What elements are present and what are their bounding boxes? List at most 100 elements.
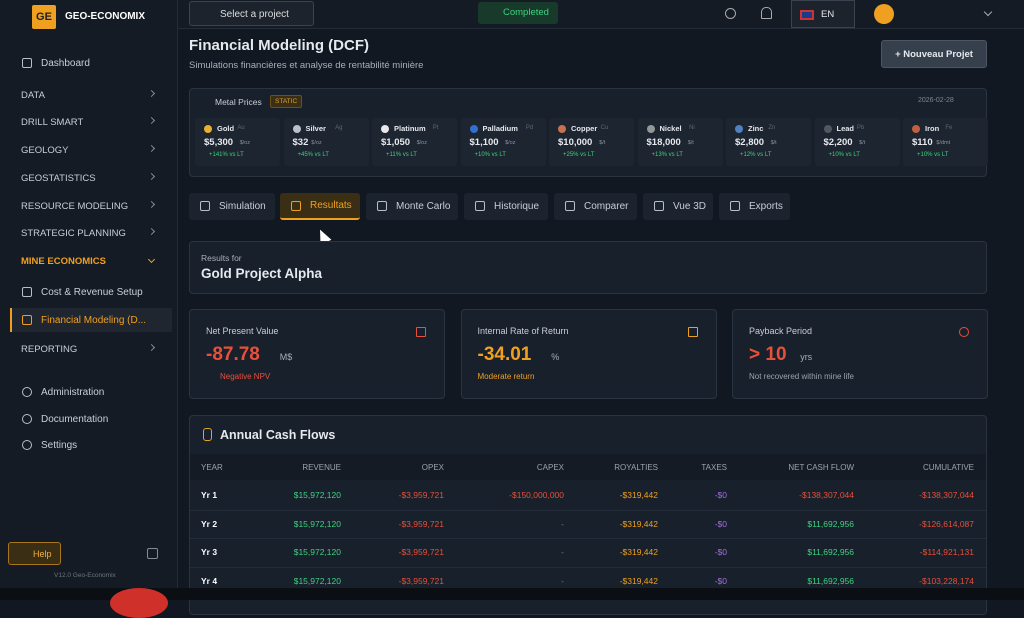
cell: -$3,959,721	[398, 547, 444, 558]
collapse[interactable]	[147, 548, 158, 559]
metal-icon	[292, 125, 301, 133]
cell: -$0	[714, 547, 727, 558]
language-select[interactable]: EN	[791, 0, 855, 28]
tab[interactable]: Vue 3D	[643, 193, 713, 220]
notifications[interactable]	[761, 7, 772, 19]
nav-item[interactable]: DRILL SMART	[12, 110, 162, 134]
tab[interactable]: Monte Carlo	[366, 193, 458, 220]
metal-name: Zinc	[748, 124, 764, 133]
badge: STATIC	[270, 95, 303, 108]
kpi-card: Net Present Value -87.78 M$ Negative NPV	[189, 309, 445, 399]
icon	[22, 387, 32, 397]
cell: -	[561, 547, 564, 558]
nav-item[interactable]: GEOLOGY	[12, 138, 162, 162]
metal-unit: $/oz	[505, 140, 516, 146]
metal-card: Zinc Zn $2,800 $/t +12% vs LT	[726, 118, 811, 166]
column-header: ROYALTIES	[614, 463, 658, 472]
nav-item[interactable]: STRATEGIC PLANNING	[12, 221, 162, 245]
metal-unit: $/t	[770, 140, 777, 146]
nav-item[interactable]: Settings	[12, 433, 162, 457]
taskbar-edge	[0, 588, 1024, 600]
cell: Yr 3	[201, 547, 218, 558]
metal-change: +25% vs LT	[563, 152, 595, 158]
cell: -$3,959,721	[398, 576, 444, 587]
kpi-unit: %	[551, 352, 560, 362]
column-header: REVENUE	[302, 463, 341, 472]
metal-card: Gold Au $5,300 $/oz +141% vs LT	[195, 118, 280, 166]
metal-symbol: Pd	[525, 125, 534, 131]
cell: Yr 1	[201, 490, 218, 500]
icon	[22, 315, 32, 325]
kpi-icon	[416, 327, 426, 337]
nav-item[interactable]: RESOURCE MODELING	[12, 194, 162, 218]
metal-unit: $/oz	[239, 140, 250, 146]
nav-item[interactable]: Documentation	[12, 407, 162, 431]
metal-icon	[912, 125, 920, 133]
row-divider	[190, 509, 986, 511]
metal-icon	[823, 125, 832, 133]
cell: -$319,442	[619, 518, 658, 529]
metal-price: $1,050	[381, 137, 411, 148]
metal-card: Platinum Pt $1,050 $/oz +11% vs LT	[372, 118, 457, 166]
tab[interactable]: Simulation	[189, 193, 275, 220]
column-header: CAPEX	[536, 463, 564, 472]
avatar[interactable]	[874, 4, 894, 24]
help-button[interactable]: Help	[8, 542, 61, 565]
metal-name: Nickel	[659, 124, 682, 133]
nav-item[interactable]: Dashboard	[12, 51, 162, 75]
nav-item[interactable]: Administration	[12, 380, 162, 404]
kpi-note: Moderate return	[477, 372, 535, 381]
metal-icon	[646, 125, 655, 133]
column-header: CUMULATIVE	[923, 463, 974, 472]
table-header-bg	[190, 454, 986, 480]
cell: $11,692,956	[807, 576, 854, 587]
project-select[interactable]: Select a project	[189, 1, 314, 26]
nav-item[interactable]: MINE ECONOMICS	[12, 249, 162, 273]
column-header: OPEX	[421, 463, 444, 472]
metal-card: Silver Ag $32 $/oz +45% vs LT	[283, 118, 369, 166]
metal-icon	[381, 125, 389, 133]
kpi-card: Internal Rate of Return -34.01% Moderate r…	[460, 309, 717, 399]
kpi-icon	[959, 327, 969, 337]
metal-symbol: Zn	[768, 125, 776, 131]
metal-prices-panel: Metal Prices STATIC 2026-02-28 Gold Au $5,300…	[189, 88, 988, 177]
version: V12.0 Geo-Economix	[54, 572, 116, 579]
nav-item[interactable]: REPORTING	[12, 337, 162, 361]
metal-price: $110	[912, 137, 933, 148]
cell: -$319,442	[619, 576, 658, 587]
metal-change: +141% vs LT	[209, 152, 244, 158]
nav-item[interactable]: Cost & Revenue Setup	[12, 280, 162, 304]
metal-unit: $/t	[599, 140, 606, 146]
cell: $15,972,120	[293, 490, 341, 500]
nav-item[interactable]: Financial Modeling (D...	[10, 308, 172, 332]
tab[interactable]: Resultats	[280, 193, 360, 220]
theme-toggle[interactable]	[725, 8, 736, 19]
nav-item[interactable]: GEOSTATISTICS	[12, 166, 162, 190]
metal-symbol: Pb	[856, 125, 865, 131]
icon	[22, 440, 32, 450]
metal-change: +13% vs LT	[651, 152, 683, 158]
tab[interactable]: Comparer	[554, 193, 637, 220]
cell: $11,692,956	[807, 518, 854, 529]
cell: -$3,959,721	[398, 518, 444, 529]
new-project-button[interactable]: + Nouveau Projet	[881, 40, 987, 68]
metal-symbol: Ag	[335, 125, 343, 131]
kpi-value: > 10	[749, 344, 787, 365]
nav-item[interactable]: DATA	[12, 83, 162, 107]
metal-name: Iron	[925, 124, 940, 133]
metal-name: Silver	[305, 124, 326, 133]
kpi-unit: yrs	[800, 352, 813, 362]
tab-icon	[291, 201, 301, 211]
cell: $15,972,120	[293, 547, 341, 558]
results-label: Results for	[201, 253, 242, 263]
tab[interactable]: Historique	[464, 193, 548, 220]
metal-price: $2,200	[823, 137, 853, 148]
tab-icon	[475, 201, 485, 211]
sidebar: GE GEO-ECONOMIX Dashboard DATA DRILL SMART GE…	[0, 0, 178, 600]
tab[interactable]: Exports	[719, 193, 790, 220]
metal-price: $5,300	[204, 137, 234, 148]
metal-unit: $/t	[687, 140, 694, 146]
metal-name: Platinum	[394, 124, 426, 133]
cash-flow-card: Annual Cash Flows YEAR REVENUE OPEX CAPEX ROY…	[189, 415, 987, 615]
